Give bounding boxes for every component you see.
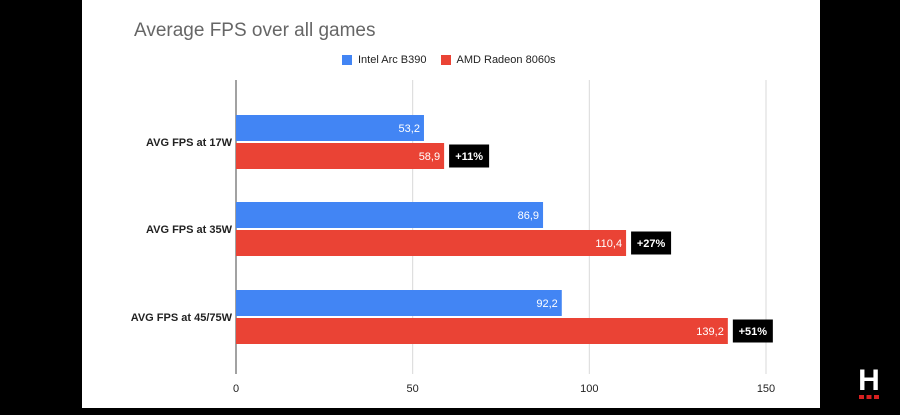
- brand-logo-dot-3: [874, 395, 879, 399]
- legend-swatch-amd: [440, 55, 451, 65]
- data-label-intel: 86,9: [518, 210, 539, 222]
- category-label: AVG FPS at 17W: [146, 137, 233, 149]
- chart-title: Average FPS over all games: [134, 20, 376, 41]
- delta-badge-label: +11%: [455, 151, 483, 163]
- bar-chart: 0 50 100 150 AVG FPS at 17W 53,2 58,9 +11% AVG F…: [131, 80, 775, 395]
- category-label: AVG FPS at 35W: [146, 224, 233, 236]
- legend-item-amd: AMD Radeon 8060s: [440, 54, 556, 66]
- brand-logo-dot-1: [859, 395, 864, 399]
- bar-amd: [236, 230, 627, 256]
- bottom-strip: [82, 408, 820, 415]
- brand-logo-letter: H: [858, 364, 880, 397]
- bar-intel: [236, 290, 562, 316]
- bar-intel: [236, 202, 544, 228]
- legend: Intel Arc B390 AMD Radeon 8060s: [342, 54, 570, 66]
- x-tick-label-100: 100: [580, 383, 598, 395]
- legend-item-intel: Intel Arc B390: [342, 54, 427, 66]
- data-label-amd: 110,4: [595, 238, 622, 250]
- bar-intel: [236, 115, 424, 141]
- bar-amd: [236, 143, 445, 169]
- x-tick-label-0: 0: [233, 383, 239, 395]
- legend-swatch-intel: [342, 55, 352, 65]
- data-label-intel: 92,2: [536, 298, 557, 310]
- legend-label-amd: AMD Radeon 8060s: [456, 54, 556, 66]
- data-label-amd: 58,9: [419, 151, 440, 163]
- brand-logo-dot-2: [866, 395, 872, 399]
- data-label-amd: 139,2: [696, 326, 724, 338]
- x-tick-label-150: 150: [757, 383, 775, 395]
- delta-badge: [631, 231, 672, 255]
- delta-badge-label: +51%: [739, 326, 768, 338]
- brand-logo: H: [858, 364, 880, 399]
- delta-badge-label: +27%: [637, 238, 666, 250]
- x-tick-label-50: 50: [407, 383, 419, 395]
- legend-label-intel: Intel Arc B390: [358, 54, 427, 66]
- delta-badge: [449, 144, 490, 168]
- delta-badge: [732, 319, 773, 343]
- category-label: AVG FPS at 45/75W: [131, 312, 233, 324]
- data-label-intel: 53,2: [399, 123, 420, 135]
- chart-panel: Average FPS over all games Intel Arc B39…: [82, 0, 820, 415]
- bar-amd: [236, 318, 728, 344]
